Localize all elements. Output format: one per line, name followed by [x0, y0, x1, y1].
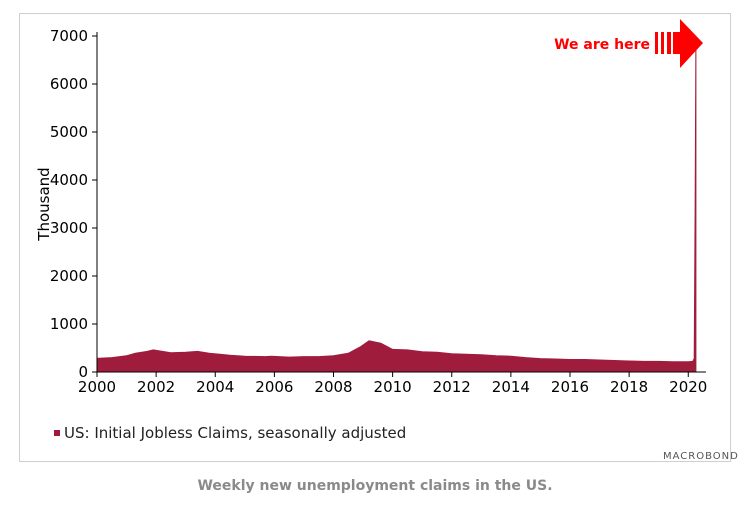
y-tick-label: 6000 — [50, 75, 88, 93]
y-tick-label: 4000 — [50, 171, 88, 189]
annotation: We are here — [554, 19, 703, 68]
chart-frame: 0 1000 2000 3000 4000 5000 6000 7000 2000 2002 200… — [19, 13, 738, 462]
x-tick-label: 2014 — [492, 378, 530, 396]
y-tick-label: 2000 — [50, 267, 88, 285]
annotation-label: We are here — [554, 37, 650, 53]
legend-label: US: Initial Jobless Claims, seasonally a… — [64, 424, 407, 442]
axes: 0 1000 2000 3000 4000 5000 6000 7000 2000 2002 200… — [35, 27, 707, 396]
x-tick-label: 2018 — [610, 378, 648, 396]
arrow-icon — [673, 19, 703, 68]
arrow-stripe — [667, 32, 671, 54]
arrow-stripe — [661, 32, 664, 54]
x-tick-label: 2016 — [551, 378, 589, 396]
y-tick-label: 7000 — [50, 27, 88, 45]
legend: US: Initial Jobless Claims, seasonally a… — [54, 424, 406, 442]
x-tick-label: 2000 — [78, 378, 116, 396]
x-tick-label: 2002 — [137, 378, 175, 396]
series-area — [96, 42, 697, 373]
y-tick-label: 3000 — [50, 219, 88, 237]
x-tick-label: 2020 — [669, 378, 707, 396]
x-tick-label: 2004 — [196, 378, 234, 396]
plot-area — [96, 42, 697, 373]
x-tick-label: 2010 — [374, 378, 412, 396]
figure-caption: Weekly new unemployment claims in the US… — [197, 478, 553, 494]
x-tick-label: 2012 — [433, 378, 471, 396]
y-tick-label: 0 — [78, 363, 88, 381]
legend-swatch — [54, 430, 60, 436]
x-tick-label: 2008 — [314, 378, 352, 396]
y-tick-label: 1000 — [50, 315, 88, 333]
arrow-stripe — [655, 32, 658, 54]
x-tick-label: 2006 — [255, 378, 293, 396]
chart-svg: 0 1000 2000 3000 4000 5000 6000 7000 2000 2002 200… — [35, 19, 707, 396]
y-axis-label: Thousand — [35, 167, 53, 241]
y-tick-label: 5000 — [50, 123, 88, 141]
brand-logo: MACROBOND — [663, 451, 739, 462]
